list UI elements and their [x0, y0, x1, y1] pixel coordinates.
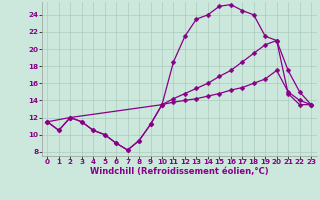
X-axis label: Windchill (Refroidissement éolien,°C): Windchill (Refroidissement éolien,°C)	[90, 167, 268, 176]
